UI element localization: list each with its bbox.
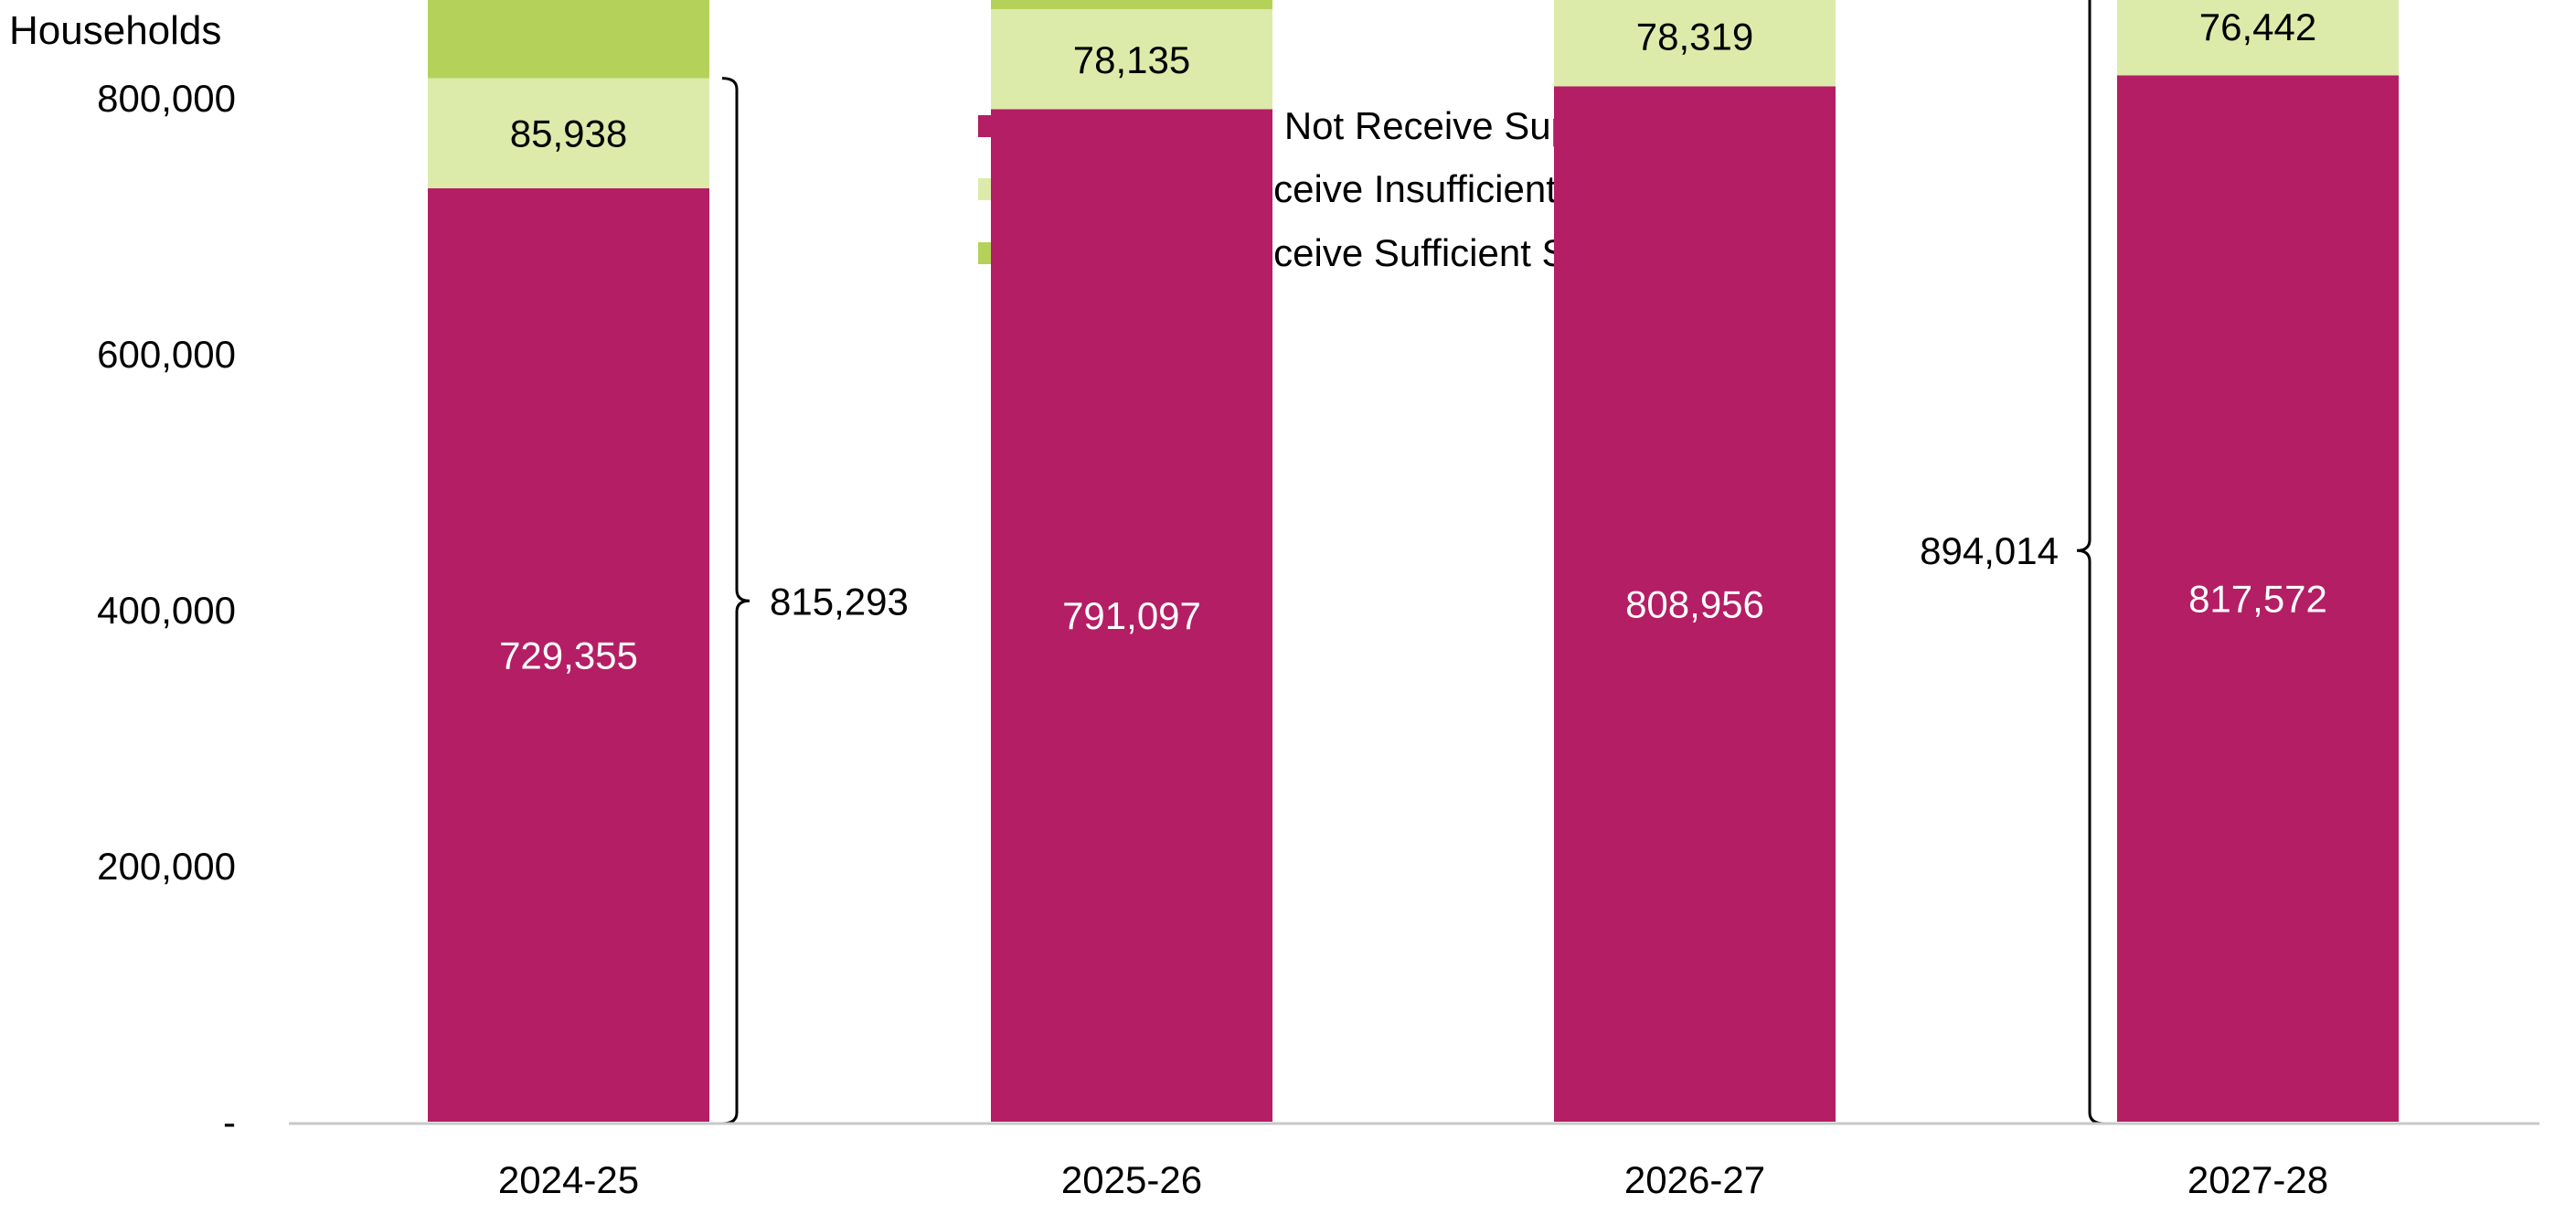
bracket xyxy=(2076,0,2105,1125)
brackets: 815,293 894,014 xyxy=(721,0,2105,1125)
bar-segment xyxy=(2117,0,2399,76)
bar-segment-label: 76,442 xyxy=(2199,5,2316,48)
x-tick-label: 2025-26 xyxy=(1061,1158,1202,1201)
bracket-label: 815,293 xyxy=(770,580,909,623)
bar-segment xyxy=(991,109,1272,1122)
y-tick-label: 600,000 xyxy=(97,333,236,376)
bar-segment xyxy=(1554,86,1836,1123)
bar-segment xyxy=(991,0,1272,10)
x-tick-label: 2027-28 xyxy=(2187,1158,2328,1201)
y-tick-label: 200,000 xyxy=(97,845,236,888)
bar-labels: 729,35585,938229,970791,09778,135229,208… xyxy=(499,5,2327,677)
bar-segment-label: 729,355 xyxy=(499,634,638,676)
bracket xyxy=(721,77,750,1125)
bar-segment xyxy=(991,9,1272,110)
bar-segment xyxy=(428,78,709,188)
bar-segment xyxy=(428,187,709,1122)
bars xyxy=(428,0,2399,1123)
bar-segment-label: 791,097 xyxy=(1062,594,1201,637)
y-axis-ticks: -200,000400,000600,000800,0001,000,0001,… xyxy=(97,77,236,1144)
bar-segment xyxy=(428,0,709,79)
bar-segment-label: 78,135 xyxy=(1073,38,1190,81)
x-axis-ticks: 2024-25 2025-26 2026-27 2027-28 xyxy=(498,1158,2328,1201)
y-tick-label: 800,000 xyxy=(97,77,236,120)
bar-segment-label: 808,956 xyxy=(1625,583,1764,626)
y-tick-label: - xyxy=(223,1101,236,1144)
bar-segment-label: 78,319 xyxy=(1636,16,1753,59)
x-tick-label: 2026-27 xyxy=(1624,1158,1765,1201)
bracket-label: 894,014 xyxy=(1920,529,2059,572)
bar-segment-label: 817,572 xyxy=(2188,578,2327,621)
bar-segment xyxy=(1554,0,1836,87)
y-axis-title: Households xyxy=(9,8,221,53)
x-tick-label: 2024-25 xyxy=(498,1158,639,1201)
bar-segment xyxy=(2117,75,2399,1123)
bar-segment-label: 85,938 xyxy=(510,112,627,155)
y-tick-label: 400,000 xyxy=(97,589,236,632)
